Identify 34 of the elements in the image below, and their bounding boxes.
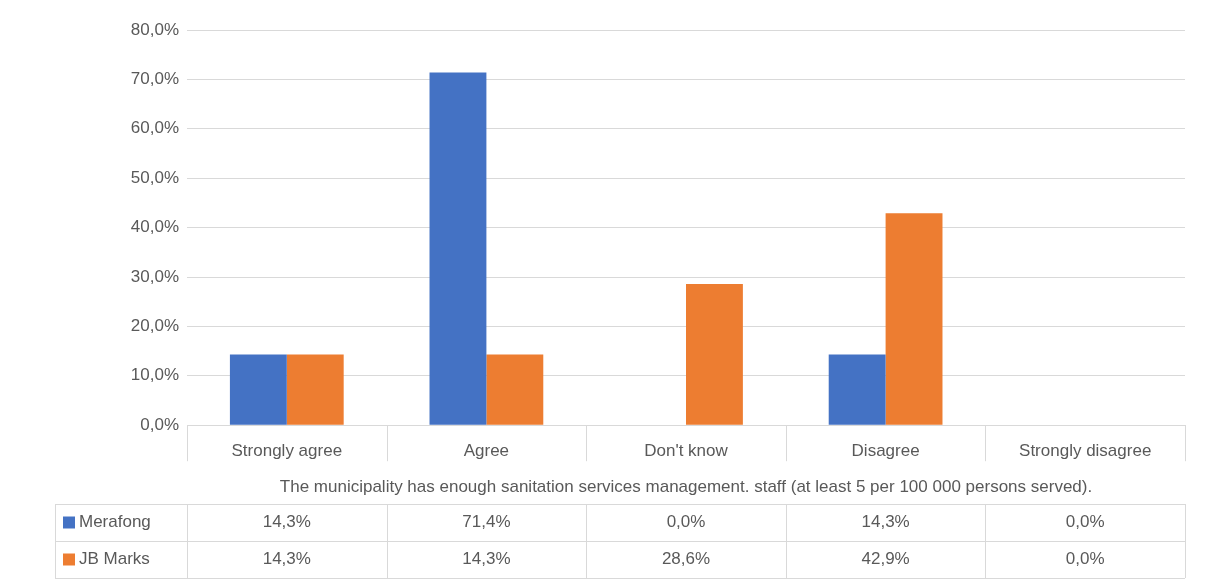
x-axis-title: The municipality has enough sanitation services management. staff (at least 5 per 100 000 persons served). <box>279 477 1093 497</box>
legend-label: Merafong <box>79 512 151 532</box>
data-label: 14,3% <box>262 512 311 532</box>
bar <box>486 354 544 425</box>
data-label: 0,0% <box>1065 512 1105 532</box>
bar <box>885 213 943 425</box>
data-label: 14,3% <box>462 549 511 569</box>
y-tick-label: 10,0% <box>130 365 179 385</box>
bar <box>828 354 886 425</box>
x-tick-label: Disagree <box>851 441 920 461</box>
legend-label: JB Marks <box>79 549 150 569</box>
bar <box>286 354 344 425</box>
data-label: 14,3% <box>861 512 910 532</box>
y-tick-label: 50,0% <box>130 167 179 187</box>
data-label: 0,0% <box>666 512 706 532</box>
data-label: 14,3% <box>262 549 311 569</box>
bar <box>229 354 287 425</box>
x-tick-label: Don't know <box>644 441 729 461</box>
bar <box>429 72 487 425</box>
y-tick-label: 20,0% <box>130 316 179 336</box>
y-tick-label: 70,0% <box>130 69 179 89</box>
y-tick-label: 80,0% <box>130 19 179 39</box>
y-tick-label: 60,0% <box>130 118 179 138</box>
y-tick-label: 40,0% <box>130 217 179 237</box>
data-label: 28,6% <box>661 549 711 569</box>
x-tick-label: Strongly disagree <box>1019 441 1152 461</box>
y-tick-label: 30,0% <box>130 266 179 286</box>
data-label: 71,4% <box>462 512 511 532</box>
data-label: 0,0% <box>1065 549 1105 569</box>
x-tick-label: Strongly agree <box>231 441 343 461</box>
bar <box>686 283 743 425</box>
data-label: 42,9% <box>861 549 910 569</box>
y-tick-label: 0,0% <box>140 414 179 434</box>
x-tick-label: Agree <box>463 441 510 461</box>
